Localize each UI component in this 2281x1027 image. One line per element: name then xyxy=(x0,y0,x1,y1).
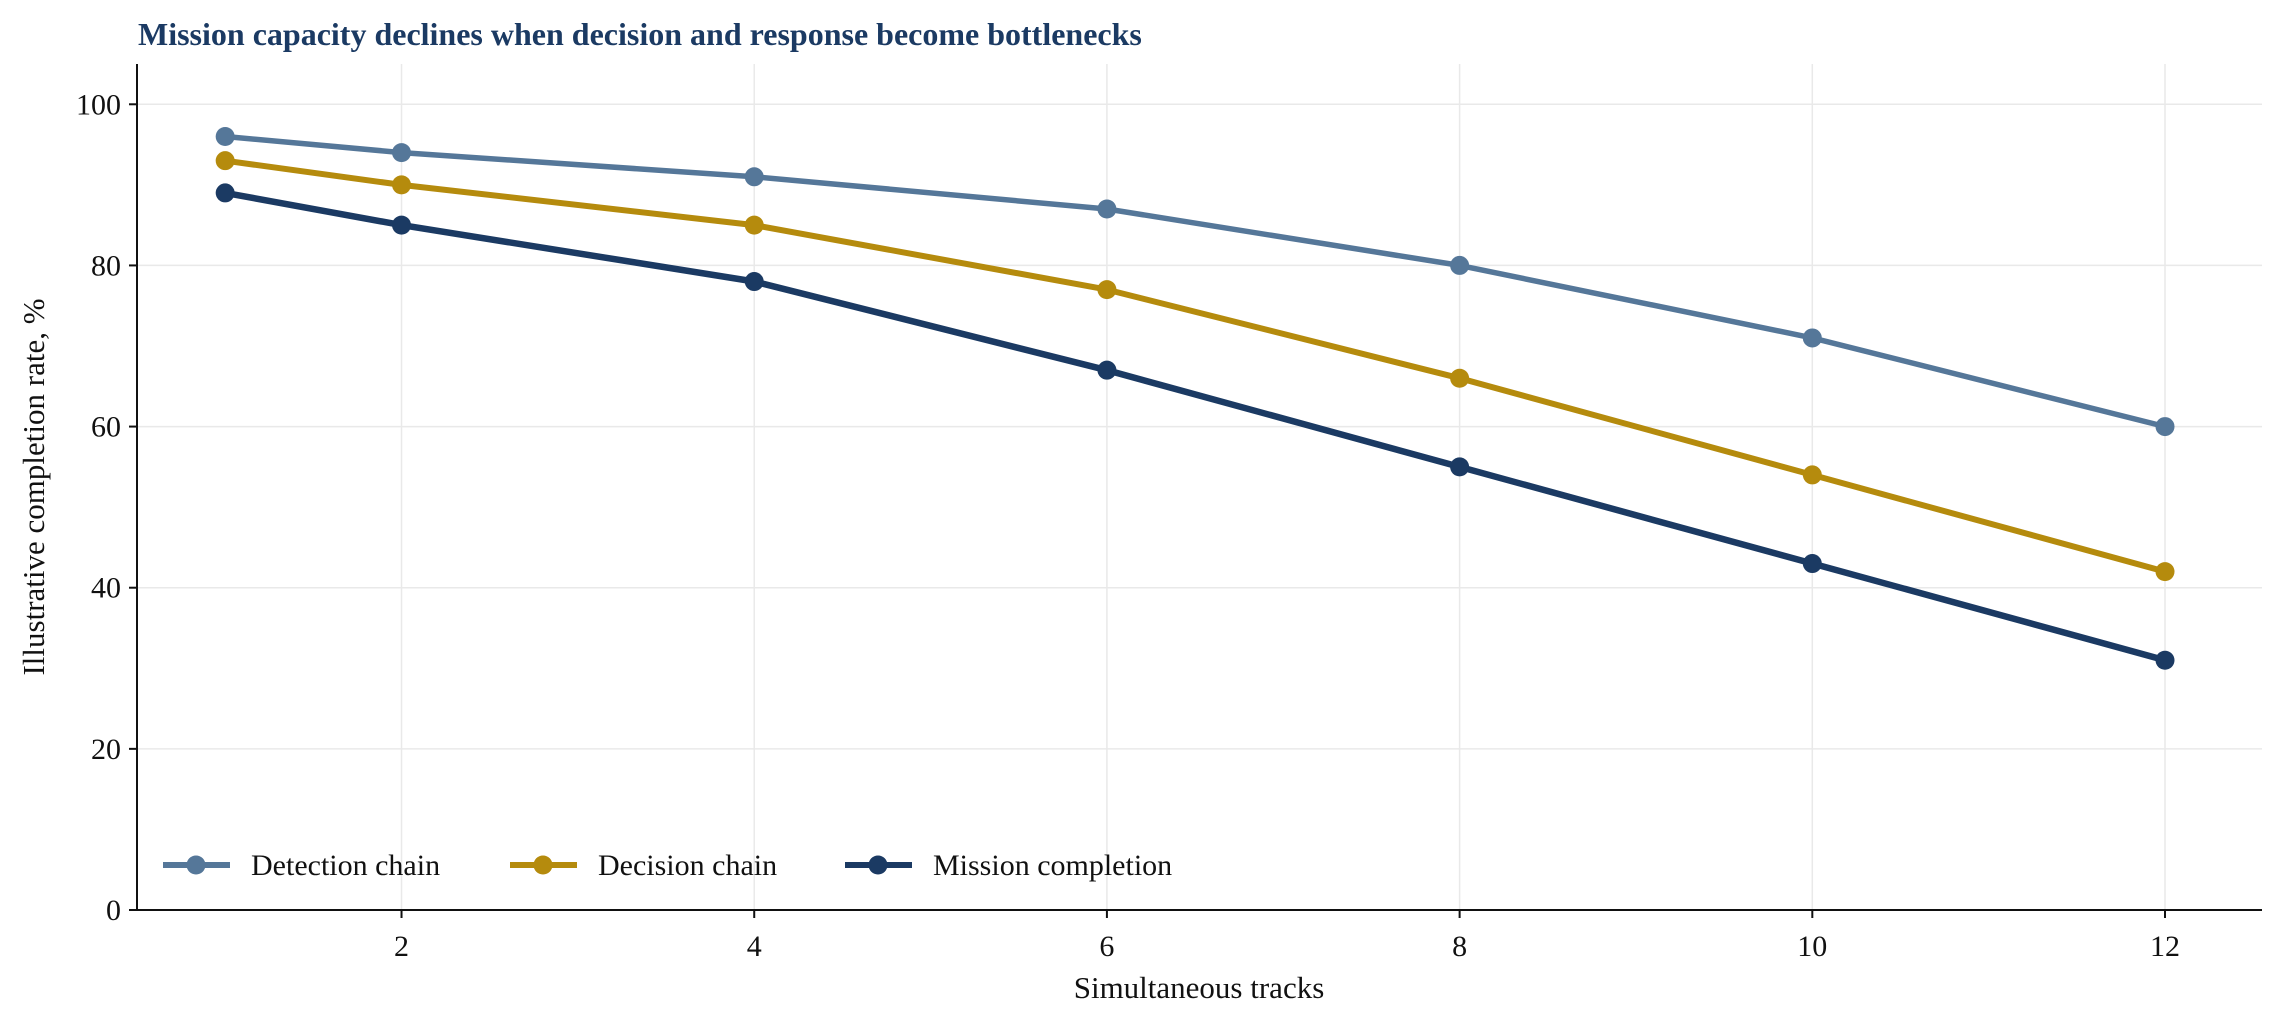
y-tick-label: 80 xyxy=(91,249,121,282)
legend-swatch-marker xyxy=(186,855,206,875)
y-ticks: 0 20 40 60 80 100 xyxy=(76,88,137,927)
data-point xyxy=(1802,328,1822,348)
legend-swatch-marker xyxy=(533,855,553,875)
grid xyxy=(137,64,2262,910)
legend-swatch-marker xyxy=(868,855,888,875)
data-point xyxy=(744,167,764,187)
data-point xyxy=(1802,554,1822,574)
series-line xyxy=(222,133,2168,430)
data-point xyxy=(1450,255,1470,275)
data-point xyxy=(1450,457,1470,477)
x-tick-label: 6 xyxy=(1099,930,1114,963)
y-tick-label: 20 xyxy=(91,733,121,766)
x-ticks: 2 4 6 8 10 12 xyxy=(394,910,2180,963)
data-point xyxy=(392,215,412,235)
data-point xyxy=(2155,650,2175,670)
series-2 xyxy=(215,151,2175,582)
legend-label: Decision chain xyxy=(598,849,777,882)
y-tick-label: 0 xyxy=(106,894,121,927)
series-3 xyxy=(215,183,2175,670)
data-point xyxy=(1802,465,1822,485)
x-tick-label: 8 xyxy=(1452,930,1467,963)
axes xyxy=(136,64,2262,911)
data-point xyxy=(1097,199,1117,219)
legend-item: Mission completion xyxy=(845,849,1172,882)
series-1 xyxy=(215,127,2175,437)
series xyxy=(215,127,2175,670)
x-axis-label: Simultaneous tracks xyxy=(1074,970,1325,1005)
y-tick-label: 40 xyxy=(91,572,121,605)
data-point xyxy=(392,143,412,163)
legend-item: Detection chain xyxy=(163,849,440,882)
data-point xyxy=(215,151,235,171)
y-tick-label: 100 xyxy=(76,88,121,121)
x-tick-label: 4 xyxy=(747,930,762,963)
data-point xyxy=(2155,417,2175,437)
y-tick-label: 60 xyxy=(91,411,121,444)
data-point xyxy=(392,175,412,195)
legend-item: Decision chain xyxy=(510,849,777,882)
legend: Detection chain Decision chain Mission com… xyxy=(163,849,1172,882)
data-point xyxy=(215,127,235,147)
legend-label: Mission completion xyxy=(933,849,1172,882)
data-point xyxy=(1097,360,1117,380)
data-point xyxy=(2155,562,2175,582)
y-axis-label: Illustrative completion rate, % xyxy=(16,298,51,675)
data-point xyxy=(744,215,764,235)
data-point xyxy=(744,272,764,292)
legend-label: Detection chain xyxy=(251,849,440,882)
chart-title: Mission capacity declines when decision … xyxy=(138,16,1142,52)
x-tick-label: 12 xyxy=(2150,930,2180,963)
x-tick-label: 2 xyxy=(394,930,409,963)
data-point xyxy=(1097,280,1117,300)
data-point xyxy=(1450,368,1470,388)
data-point xyxy=(215,183,235,203)
x-tick-label: 10 xyxy=(1797,930,1827,963)
